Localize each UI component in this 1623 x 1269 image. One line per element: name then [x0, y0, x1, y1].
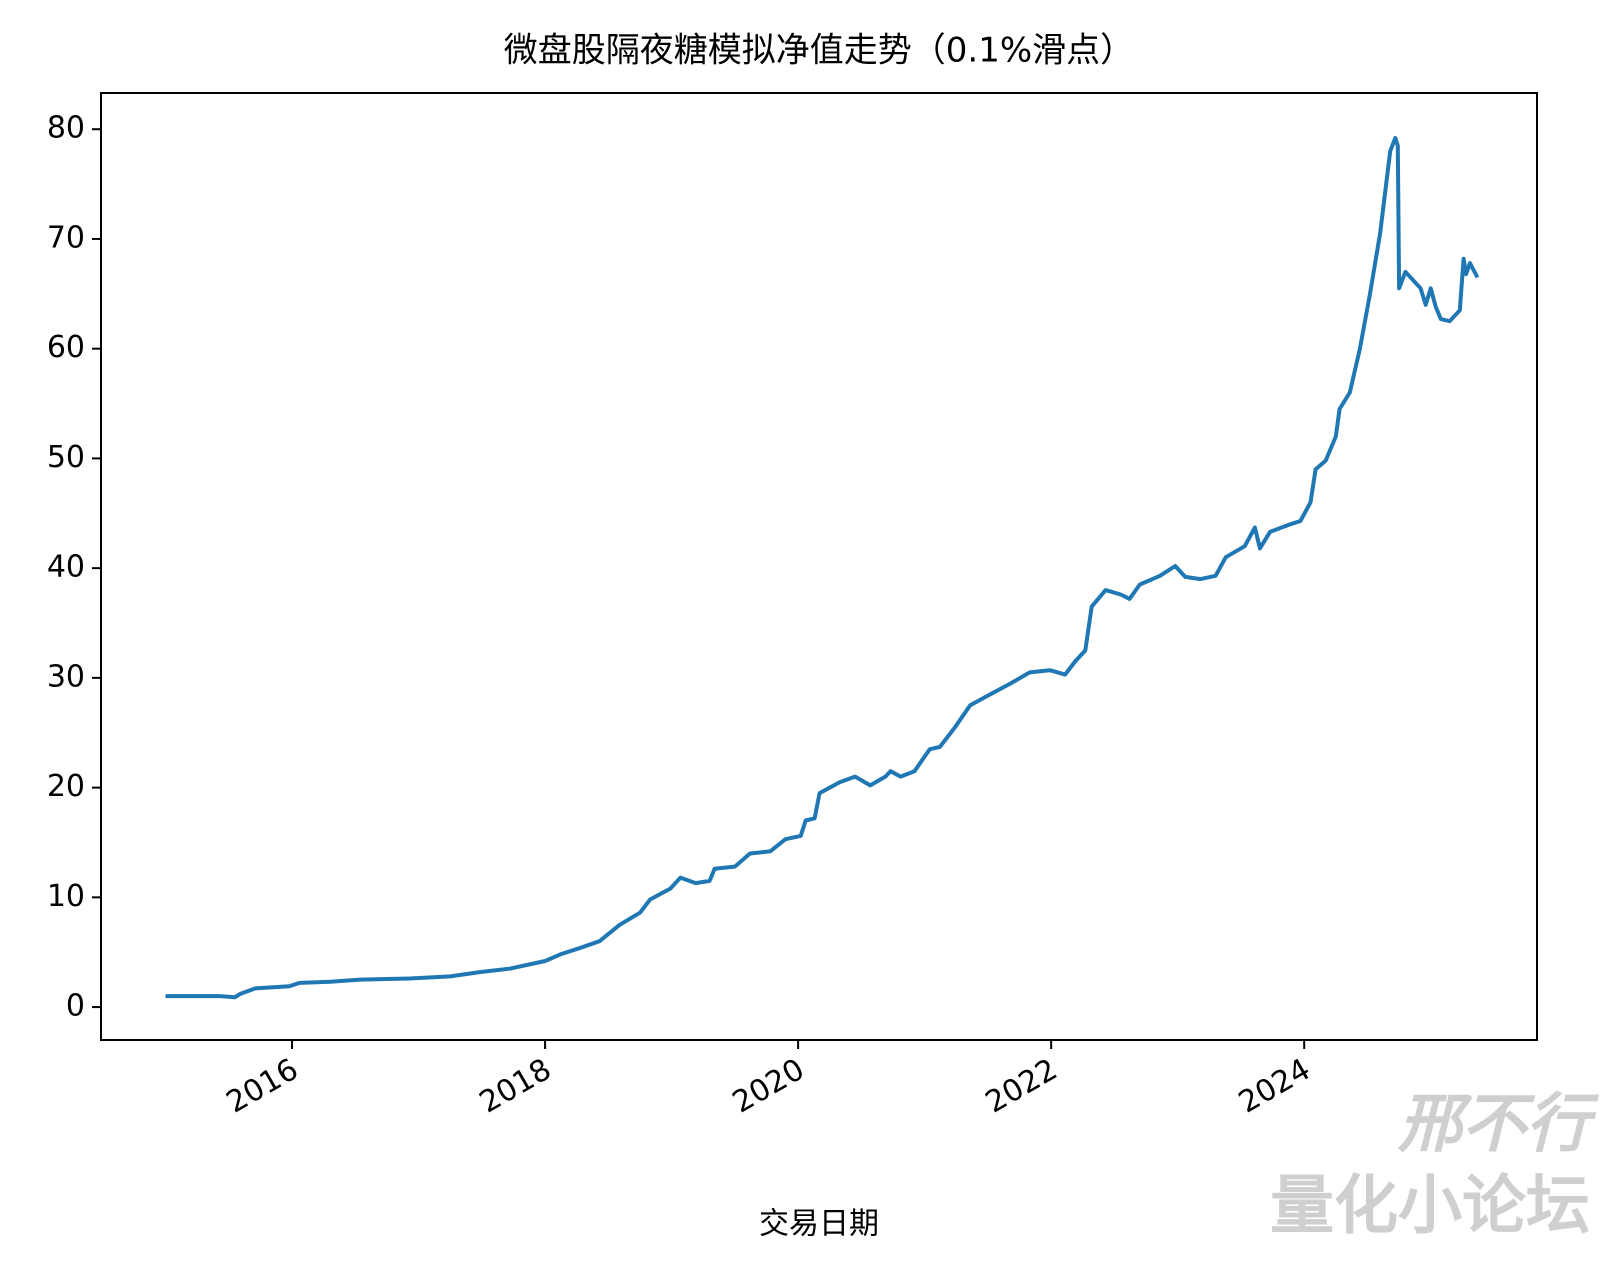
y-tick-label: 50 [47, 440, 85, 475]
watermark: 量化小论坛 [1270, 1170, 1590, 1244]
x-tick-label: 2024 [1233, 1052, 1317, 1120]
plot-frame [100, 92, 1538, 1041]
y-tick-label: 80 [47, 111, 85, 146]
y-tick-label: 70 [47, 220, 85, 255]
watermark: 邢不行 [1397, 1088, 1600, 1162]
y-tick-label: 10 [47, 879, 85, 914]
y-tick-label: 30 [47, 659, 85, 694]
y-tick-label: 20 [47, 769, 85, 804]
line [165, 136, 1480, 1000]
y-tick-label: 60 [47, 330, 85, 365]
x-tick-label: 2022 [980, 1052, 1064, 1120]
chart-title: 微盘股隔夜糖模拟净值走势（0.1%滑点） [504, 31, 1134, 71]
x-axis-label: 交易日期 [759, 1207, 879, 1242]
y-tick-label: 40 [47, 550, 85, 585]
x-tick-label: 2020 [727, 1052, 811, 1120]
y-tick-label: 0 [66, 989, 85, 1024]
x-tick-label: 2016 [221, 1052, 305, 1120]
x-tick-label: 2018 [474, 1052, 558, 1120]
